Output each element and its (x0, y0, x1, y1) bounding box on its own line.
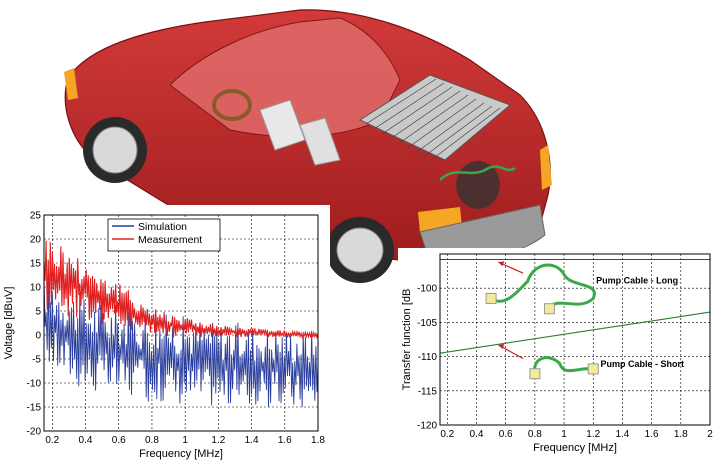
annotation-long: Pump Cable - Long (596, 275, 678, 285)
y-tick-label: -20 (27, 427, 42, 438)
seat (299, 117, 341, 166)
y-tick-label: -15 (27, 403, 42, 414)
heater-lines (365, 78, 501, 162)
long-cable-sketch (490, 263, 596, 310)
y-tick-label: 0 (35, 331, 41, 342)
short-cable-sketch (533, 356, 594, 374)
arrow-head (498, 261, 505, 267)
connector-icon (587, 363, 599, 375)
x-tick-label: 0.8 (528, 429, 542, 440)
connector-icon (529, 368, 541, 380)
x-tick-label: 1.2 (586, 429, 600, 440)
x-tick-label: 1 (182, 435, 188, 446)
voltage-chart-svg: 0.2 0.4 0.6 0.8 1 1.2 1.4 1.6 1.8 25 20 15 10 5 0 -5 -10… (3, 211, 325, 461)
y-tick-label: -120 (417, 421, 437, 432)
y-tick-label: -110 (418, 352, 438, 363)
y-tick-label: -105 (417, 318, 437, 329)
plot-frame (439, 253, 711, 426)
series-line (439, 311, 711, 354)
y-tick-label: 15 (30, 259, 42, 270)
plot-frame (43, 214, 319, 432)
y-tick-label: -10 (27, 379, 42, 390)
steering-wheel (212, 89, 252, 121)
pump-cable (439, 165, 516, 181)
voltage-chart: 0.2 0.4 0.6 0.8 1 1.2 1.4 1.6 1.8 25 20 15 10 5 0 -5 -10… (0, 205, 330, 465)
connector-icon (485, 292, 497, 304)
rear-light (540, 145, 552, 190)
x-tick-label: 1.4 (615, 429, 629, 440)
rear-wheel-far (456, 161, 500, 209)
front-wheel (83, 117, 147, 183)
y-tick-label: -5 (32, 355, 41, 366)
x-tick-label: 1.6 (645, 429, 659, 440)
x-tick-label: 1.8 (674, 429, 688, 440)
legend-label: Simulation (138, 221, 187, 233)
legend-box (107, 218, 221, 252)
x-axis-label: Frequency [MHz] (533, 442, 617, 454)
y-tick-label: 20 (30, 235, 42, 246)
x-tick-label: 1 (561, 429, 567, 440)
series-line (43, 277, 319, 408)
x-tick-label: 0.2 (440, 429, 454, 440)
connector-icon (543, 303, 555, 315)
y-tick-label: 10 (30, 283, 42, 294)
annotation-short: Pump Cable - Short (601, 359, 685, 369)
x-tick-label: 0.6 (112, 435, 126, 446)
x-tick-label: 1.6 (278, 435, 292, 446)
car-illustration (64, 9, 552, 283)
x-tick-label: 0.8 (145, 435, 159, 446)
x-tick-label: 1.8 (311, 435, 325, 446)
legend-label: Measurement (138, 234, 202, 246)
x-tick-label: 1.2 (211, 435, 225, 446)
x-tick-label: 2 (707, 429, 713, 440)
rear-wheel (326, 217, 394, 283)
rear-window-heater (358, 74, 511, 161)
y-axis-label: Voltage [dBuV] (3, 287, 15, 360)
x-tick-label: 0.6 (499, 429, 513, 440)
transfer-chart: 0.2 0.4 0.6 0.8 1 1.2 1.4 1.6 1.8 2 -100 -105 -110 -1… (398, 248, 721, 466)
x-axis-label: Frequency [MHz] (139, 448, 223, 460)
y-tick-label: 5 (35, 307, 41, 318)
x-tick-label: 1.4 (245, 435, 259, 446)
x-tick-label: 0.2 (45, 435, 59, 446)
front-light (64, 68, 78, 100)
y-tick-label: 25 (30, 211, 42, 222)
seat (259, 99, 306, 151)
x-tick-label: 0.4 (79, 435, 93, 446)
transfer-chart-svg: 0.2 0.4 0.6 0.8 1 1.2 1.4 1.6 1.8 2 -100 -105 -110 -1… (401, 253, 713, 454)
x-tick-label: 0.4 (470, 429, 484, 440)
arrow-head (498, 343, 505, 349)
y-tick-label: -115 (418, 386, 438, 397)
y-tick-label: -100 (417, 284, 437, 295)
y-axis-label: Transfer function [dB (401, 289, 413, 391)
series-line (43, 240, 319, 340)
